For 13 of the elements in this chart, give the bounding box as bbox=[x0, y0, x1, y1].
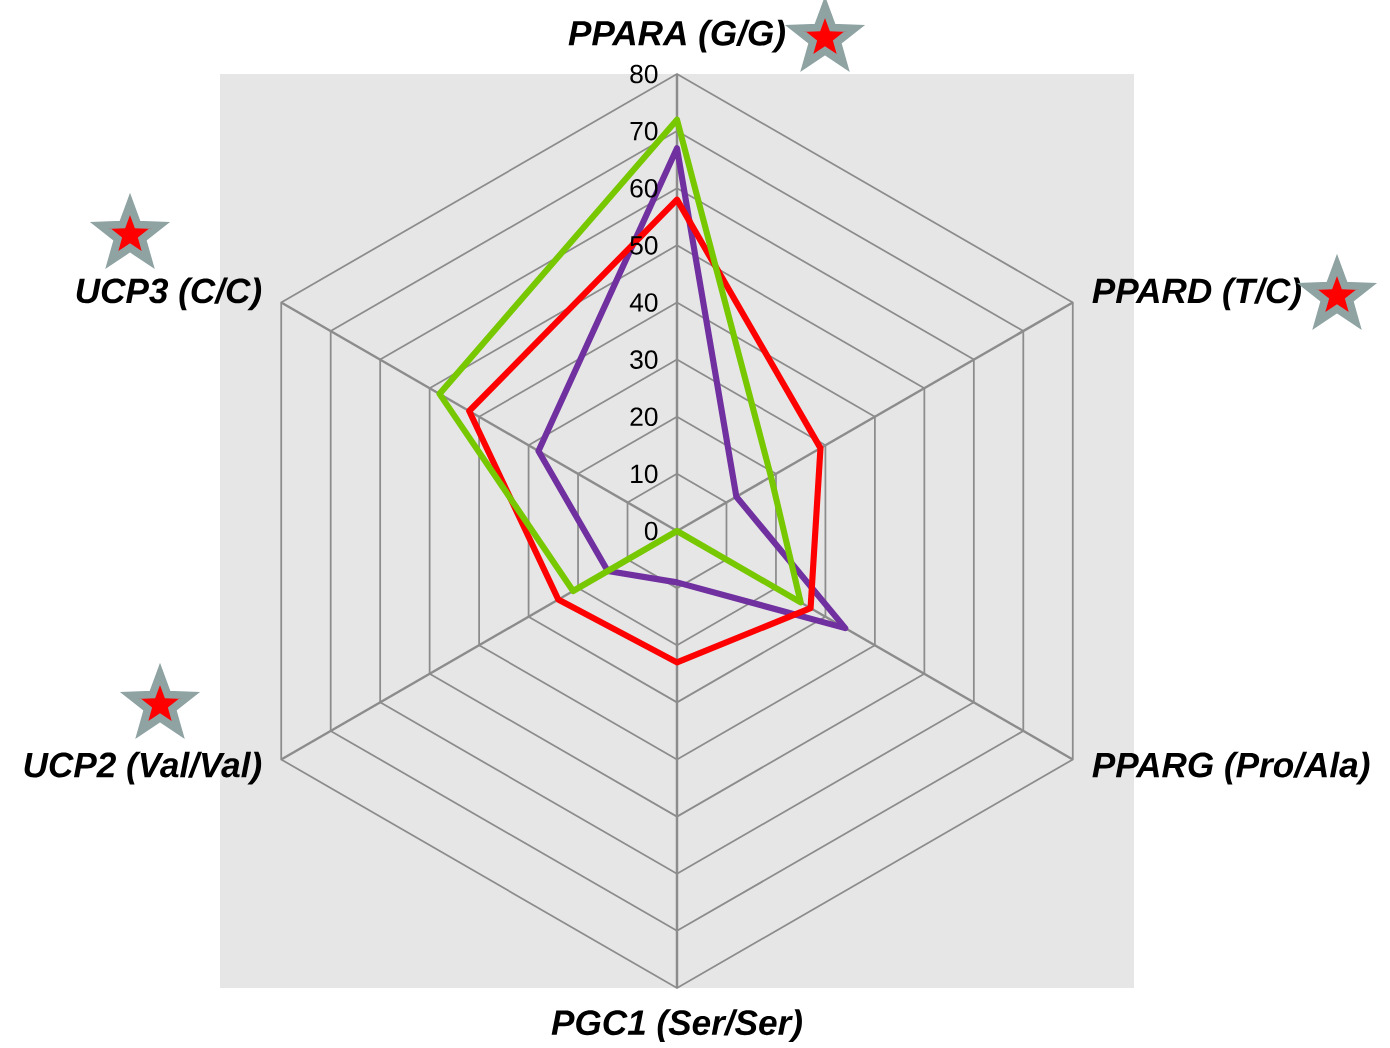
y-tick-label: 20 bbox=[630, 407, 658, 427]
y-tick-label: 30 bbox=[630, 350, 658, 369]
spoke-label: PPARD (T/C) bbox=[1092, 277, 1301, 311]
y-tick-label: 10 bbox=[631, 464, 658, 484]
y-tick-label: 70 bbox=[630, 121, 658, 141]
y-tick-label: 0 bbox=[644, 521, 658, 541]
y-tick-label: 80 bbox=[630, 64, 658, 84]
spoke-label: UCP2 (Val/Val) bbox=[24, 751, 262, 785]
spoke-label: PPARA (G/G) bbox=[568, 19, 785, 53]
spoke-label: PGC1 (Ser/Ser) bbox=[551, 1009, 802, 1043]
spoke-label: PPARG (Pro/Ala) bbox=[1092, 751, 1370, 785]
y-tick-label: 40 bbox=[629, 293, 658, 312]
spoke-label: UCP3 (C/C) bbox=[76, 277, 262, 311]
